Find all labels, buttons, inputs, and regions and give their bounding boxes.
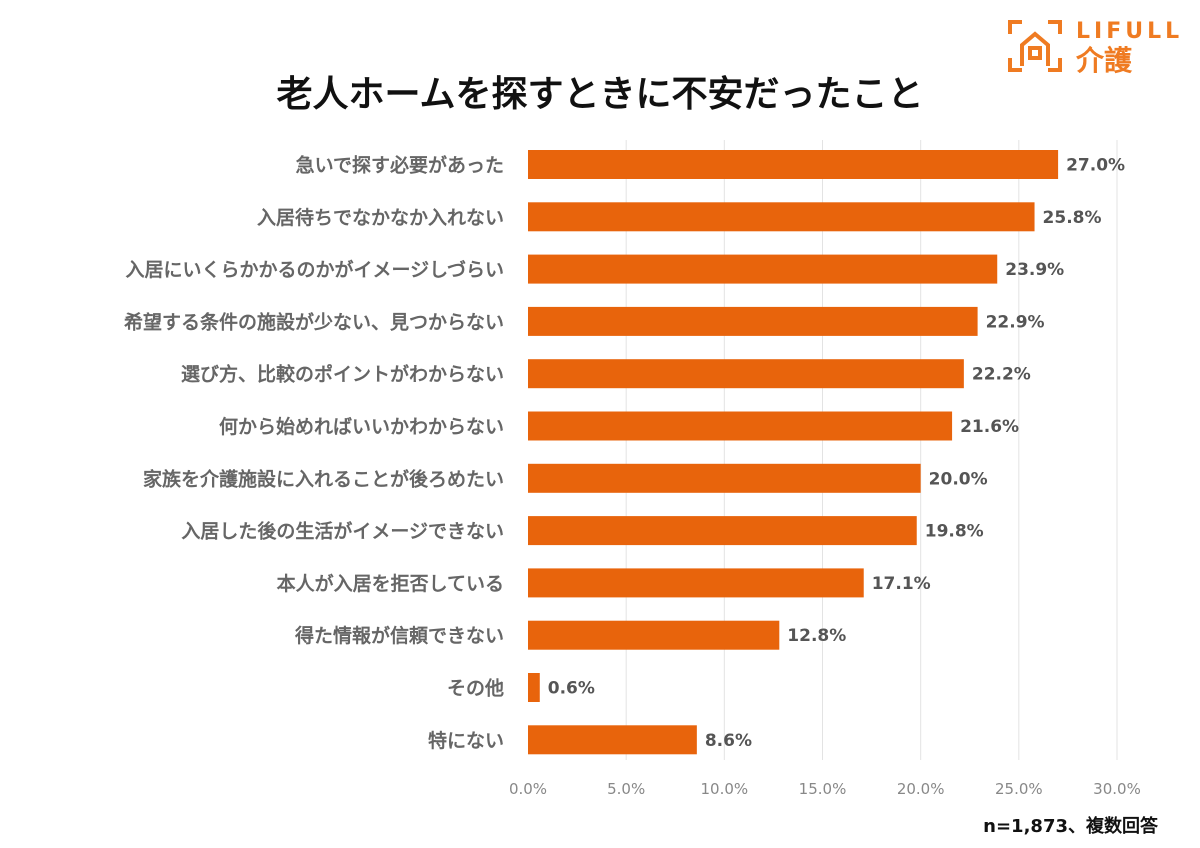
x-tick-label: 25.0%	[995, 780, 1043, 798]
value-label: 19.8%	[925, 522, 984, 542]
value-label: 0.6%	[548, 679, 595, 699]
brand-name: LIFULL	[1076, 19, 1183, 44]
value-label: 22.2%	[972, 365, 1031, 385]
x-tick-label: 20.0%	[897, 780, 945, 798]
x-tick-label: 5.0%	[607, 780, 645, 798]
value-label: 27.0%	[1066, 156, 1125, 176]
value-label: 8.6%	[705, 731, 752, 751]
brand-logo: LIFULL 介護	[1008, 19, 1183, 77]
value-label: 12.8%	[787, 626, 846, 646]
bar	[528, 620, 780, 650]
category-label: 入居した後の生活がイメージできない	[181, 520, 504, 543]
category-label: 希望する条件の施設が少ない、見つからない	[124, 310, 504, 333]
bar	[528, 568, 864, 598]
x-axis: 0.0% 5.0% 10.0% 15.0% 20.0% 25.0% 30.0%	[509, 780, 1141, 798]
category-label: その他	[447, 677, 504, 700]
value-label: 17.1%	[872, 574, 931, 594]
bar-layer: 急いで探す必要があった 27.0% 入居待ちでなかなか入れない 25.8% 入居にいくら…	[124, 150, 1125, 755]
sample-note: n=1,873、複数回答	[983, 815, 1159, 837]
value-label: 23.9%	[1005, 260, 1064, 280]
category-label: 入居待ちでなかなか入れない	[257, 206, 504, 229]
value-label: 20.0%	[929, 469, 988, 489]
value-label: 22.9%	[986, 312, 1045, 332]
bar	[528, 516, 917, 546]
x-tick-label: 30.0%	[1093, 780, 1141, 798]
value-label: 21.6%	[960, 417, 1019, 437]
category-label: 特にない	[428, 730, 504, 752]
category-label: 家族を介護施設に入れることが後ろめたい	[143, 467, 504, 490]
bar	[528, 306, 978, 336]
bar	[528, 254, 998, 284]
brand-sub: 介護	[1075, 44, 1133, 77]
category-label: 得た情報が信頼できない	[294, 624, 504, 647]
x-tick-label: 15.0%	[799, 780, 847, 798]
bar	[528, 673, 540, 702]
category-label: 急いで探す必要があった	[296, 154, 504, 177]
bar	[528, 411, 953, 441]
category-label: 選び方、比較のポイントがわからない	[181, 363, 504, 386]
house-logo-icon	[1008, 20, 1062, 72]
chart-title: 老人ホームを探すときに不安だったこと	[277, 74, 924, 115]
bar	[528, 463, 921, 493]
bar	[528, 202, 1035, 232]
bar	[528, 359, 964, 389]
value-label: 25.8%	[1043, 208, 1102, 228]
category-label: 何から始めればいいかわからない	[219, 415, 504, 438]
x-tick-label: 10.0%	[701, 780, 749, 798]
bar	[528, 150, 1059, 179]
category-label: 入居にいくらかかるのかがイメージしづらい	[126, 258, 504, 281]
x-tick-label: 0.0%	[509, 780, 547, 798]
category-label: 本人が入居を拒否している	[277, 572, 504, 595]
bar	[528, 725, 697, 755]
grid-layer	[625, 140, 1118, 760]
